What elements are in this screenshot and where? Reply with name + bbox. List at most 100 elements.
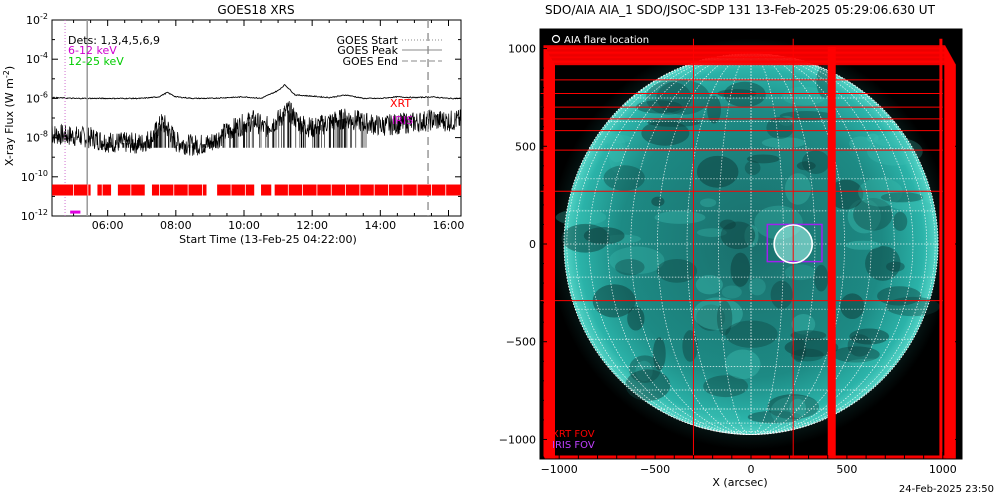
aia-disk-texture bbox=[720, 221, 756, 250]
aia-disk-texture bbox=[693, 407, 741, 427]
aia-disk-texture bbox=[716, 300, 733, 336]
aia-x-tick-label: −1000 bbox=[541, 463, 578, 476]
aia-y-tick-label: 500 bbox=[515, 140, 536, 153]
aia-disk-texture bbox=[652, 337, 666, 371]
aia-legend-label: AIA flare location bbox=[564, 35, 649, 46]
aia-disk-texture bbox=[858, 177, 903, 207]
longitude-line bbox=[750, 53, 872, 435]
xrt-coverage-bar bbox=[151, 184, 207, 196]
aia-disk-texture bbox=[608, 139, 625, 173]
xrt-coverage-bar bbox=[52, 184, 91, 196]
aia-disk-texture bbox=[744, 160, 761, 176]
aia-x-tick-label: 1000 bbox=[929, 463, 957, 476]
aia-disk-texture bbox=[651, 196, 665, 207]
aia-disk-texture bbox=[770, 280, 793, 310]
goes-legend: GOES Start GOES Peak GOES End bbox=[337, 34, 442, 68]
aia-disk-texture bbox=[656, 259, 698, 283]
aia-legend-circle-icon bbox=[551, 34, 561, 44]
goes-y-axis-label: X-ray Flux (W m-2) bbox=[2, 66, 16, 166]
aia-disk-texture bbox=[873, 133, 907, 147]
aia-disk-texture bbox=[723, 81, 766, 108]
xrt-coverage-bar bbox=[117, 184, 146, 196]
longitude-line bbox=[750, 53, 936, 435]
aia-disk-texture bbox=[778, 115, 795, 126]
goes-y-tick-label: 10-2 bbox=[26, 12, 48, 27]
aia-disk-texture bbox=[696, 155, 739, 188]
longitude-line bbox=[574, 53, 752, 435]
aia-disk-texture bbox=[693, 297, 743, 331]
aia-disk-texture bbox=[719, 219, 736, 230]
goes-x-axis-label: Start Time (13-Feb-25 04:22:00) bbox=[179, 233, 357, 246]
aia-disk-texture bbox=[891, 201, 934, 211]
aia-disk-texture bbox=[721, 285, 742, 299]
goes-detectors-label: Dets: 1,3,4,5,6,9 bbox=[68, 34, 160, 47]
goes-y-tick-label: 10-6 bbox=[26, 90, 48, 105]
aia-x-tick-label: 500 bbox=[836, 463, 857, 476]
goes-panel: GOES18 XRS 10-12 10-10 10-8 10-6 10-4 10-2 06:… bbox=[0, 0, 480, 260]
aia-x-tick-label: 0 bbox=[748, 463, 755, 476]
aia-disk-texture bbox=[730, 252, 751, 287]
aia-disk-texture bbox=[607, 133, 626, 163]
aia-disk-texture bbox=[847, 198, 881, 234]
aia-disk-texture bbox=[766, 116, 794, 139]
aia-disk-texture bbox=[696, 228, 727, 237]
xrt-fov-tiles bbox=[540, 38, 956, 459]
longitude-line bbox=[750, 53, 845, 435]
goes-y-tick-label: 10-4 bbox=[26, 51, 48, 66]
aia-chart: SDO/AIA AIA_1 SDO/JSOC-SDP 131 13-Feb-20… bbox=[499, 3, 963, 489]
longitude-line bbox=[718, 53, 752, 435]
aia-disk-texture bbox=[744, 224, 759, 248]
goes-xrt-label: XRT bbox=[390, 97, 411, 110]
aia-disk-texture bbox=[866, 133, 879, 143]
goes-x-tick-label: 10:00 bbox=[228, 219, 260, 232]
aia-disk-texture bbox=[847, 358, 897, 367]
aia-disk-texture bbox=[555, 209, 607, 226]
aia-disk-texture bbox=[628, 355, 661, 383]
legend-goes-end: GOES End bbox=[342, 55, 398, 68]
goes-y-tick-label: 10-8 bbox=[26, 130, 48, 145]
aia-disk-texture bbox=[845, 240, 881, 250]
aia-disk-texture bbox=[886, 261, 905, 272]
aia-disk-texture bbox=[784, 173, 811, 205]
xrt-coverage-bar bbox=[274, 184, 462, 196]
aia-disk-texture bbox=[654, 211, 706, 224]
longitude-line bbox=[630, 53, 752, 435]
aia-flare-location-circle bbox=[773, 224, 814, 264]
aia-disk-texture bbox=[893, 211, 908, 232]
goes-chart-title: GOES18 XRS bbox=[217, 3, 294, 17]
goes-series-lower-noise bbox=[107, 110, 367, 148]
aia-disk-texture bbox=[832, 346, 880, 363]
aia-disk-texture bbox=[724, 349, 761, 380]
aia-iris-fov-label: IRIS FOV bbox=[552, 440, 595, 451]
legend-goes-start: GOES Start bbox=[337, 34, 399, 47]
aia-disk-texture bbox=[641, 120, 690, 146]
aia-disk-texture bbox=[609, 246, 665, 275]
aia-y-tick-label: −1000 bbox=[499, 433, 536, 446]
aia-disk-texture bbox=[647, 118, 701, 127]
aia-x-tick-label: −500 bbox=[640, 463, 670, 476]
goes-series-upper bbox=[51, 84, 462, 100]
goes-y-tick-label: 10-12 bbox=[21, 208, 48, 223]
aia-disk-texture bbox=[849, 328, 890, 345]
aia-disk-texture bbox=[796, 161, 816, 171]
aia-disk-texture bbox=[867, 137, 923, 166]
goes-iris-label: IRIS bbox=[392, 114, 413, 127]
aia-disk-texture bbox=[814, 264, 829, 292]
goes-band-12-25-label: 12-25 keV bbox=[68, 55, 124, 68]
aia-disk-texture bbox=[656, 80, 710, 115]
longitude-line bbox=[750, 53, 914, 435]
xrt-fov-dense-strip bbox=[827, 46, 836, 459]
aia-disk-texture bbox=[696, 304, 726, 331]
goes-x-tick-label: 12:00 bbox=[296, 219, 328, 232]
aia-disk-texture bbox=[784, 264, 816, 281]
aia-panel: SDO/AIA AIA_1 SDO/JSOC-SDP 131 13-Feb-20… bbox=[490, 0, 1000, 500]
aia-disk-texture bbox=[561, 223, 610, 253]
aia-disk-texture bbox=[849, 136, 873, 151]
xrt-coverage-bar bbox=[216, 184, 255, 196]
footer-timestamp: 24-Feb-2025 23:50 bbox=[898, 484, 994, 495]
aia-image bbox=[540, 29, 962, 459]
aia-disk-texture bbox=[885, 296, 940, 317]
longitude-line bbox=[588, 53, 752, 435]
aia-disk-texture bbox=[695, 275, 723, 295]
